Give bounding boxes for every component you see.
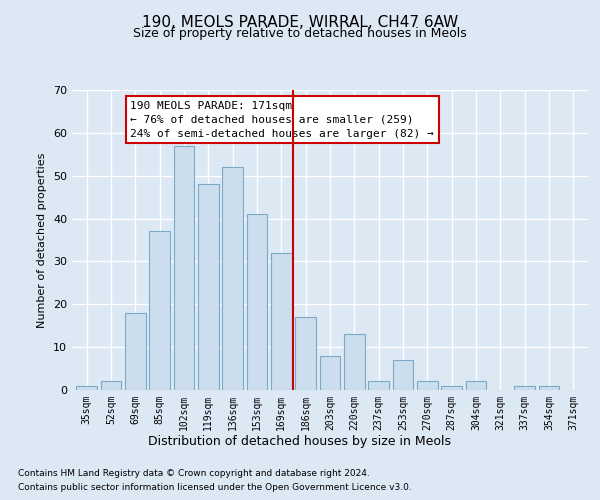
Bar (125, 313, 146, 390)
Bar (417, 382, 438, 390)
Bar (344, 334, 365, 390)
Bar (442, 386, 462, 390)
Text: Size of property relative to detached houses in Meols: Size of property relative to detached ho… (133, 28, 467, 40)
Bar (271, 253, 292, 390)
Text: Contains HM Land Registry data © Crown copyright and database right 2024.: Contains HM Land Registry data © Crown c… (18, 468, 370, 477)
Bar (320, 356, 340, 390)
Text: Distribution of detached houses by size in Meols: Distribution of detached houses by size … (149, 435, 452, 448)
Text: 190, MEOLS PARADE, WIRRAL, CH47 6AW: 190, MEOLS PARADE, WIRRAL, CH47 6AW (142, 15, 458, 30)
Bar (368, 382, 389, 390)
Bar (514, 386, 535, 390)
Bar (247, 214, 268, 390)
Text: 190 MEOLS PARADE: 171sqm
← 76% of detached houses are smaller (259)
24% of semi-: 190 MEOLS PARADE: 171sqm ← 76% of detach… (130, 100, 434, 138)
Bar (198, 184, 218, 390)
Bar (101, 382, 121, 390)
Y-axis label: Number of detached properties: Number of detached properties (37, 152, 47, 328)
Bar (149, 232, 170, 390)
Bar (222, 167, 243, 390)
Text: Contains public sector information licensed under the Open Government Licence v3: Contains public sector information licen… (18, 484, 412, 492)
Bar (466, 382, 487, 390)
Bar (539, 386, 559, 390)
Bar (76, 386, 97, 390)
Bar (392, 360, 413, 390)
Bar (295, 317, 316, 390)
Bar (173, 146, 194, 390)
